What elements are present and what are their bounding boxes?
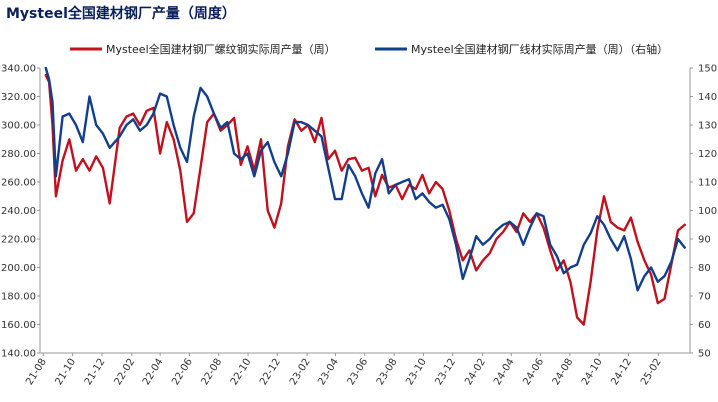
x-tick-label: 22-04: [141, 357, 166, 387]
y-left-tick-label: 340.00: [1, 64, 36, 75]
x-tick-label: 23-02: [288, 357, 313, 387]
x-tick-label: 23-08: [375, 357, 400, 387]
x-tick-label: 23-10: [404, 357, 429, 387]
y-left-tick-label: 300.00: [1, 121, 36, 132]
x-tick-label: 22-10: [229, 357, 254, 387]
y-left-tick-label: 160.00: [1, 320, 36, 331]
x-tick-label: 21-12: [83, 357, 108, 387]
y-left-tick-label: 220.00: [1, 235, 36, 246]
chart-title: Mysteel全国建材钢厂产量（周度）: [6, 6, 236, 22]
y-left-tick-label: 200.00: [1, 263, 36, 274]
y-right-tick-label: 130: [698, 121, 717, 132]
y-left-tick-label: 240.00: [1, 206, 36, 217]
legend: Mysteel全国建材钢厂螺纹钢实际周产量（周） Mysteel全国建材钢厂线材…: [70, 42, 668, 56]
y-right-tick-label: 70: [698, 292, 711, 303]
x-tick-label: 22-02: [113, 357, 138, 387]
y-right-tick-label: 60: [698, 320, 711, 331]
x-tick-label: 23-12: [433, 357, 458, 387]
legend-label-wire: Mysteel全国建材钢厂线材实际周产量（周）（右轴）: [411, 42, 668, 56]
x-tick-label: 24-04: [492, 357, 517, 387]
y-right-tick-label: 90: [698, 235, 711, 246]
y-left-tick-label: 320.00: [1, 92, 36, 103]
series-line-rebar: [44, 73, 686, 326]
y-left-tick-label: 180.00: [1, 292, 36, 303]
y-right-tick-label: 80: [698, 263, 711, 274]
y-left-tick-label: 140.00: [1, 349, 36, 360]
y-right-tick-label: 100: [698, 206, 717, 217]
x-tick-label: 21-08: [24, 357, 49, 387]
x-tick-label: 23-04: [316, 357, 341, 387]
x-tick-label: 24-12: [609, 357, 634, 387]
x-tick-label: 24-02: [463, 357, 488, 387]
x-tick-label: 22-06: [170, 357, 195, 387]
x-tick-label: 22-12: [258, 357, 283, 387]
x-tick-label: 24-06: [521, 357, 546, 387]
x-tick-label: 25-02: [639, 357, 664, 387]
y-right-tick-label: 150: [698, 64, 717, 75]
x-tick-label: 23-06: [346, 357, 371, 387]
legend-label-rebar: Mysteel全国建材钢厂螺纹钢实际周产量（周）: [106, 42, 336, 56]
series-line-wire: [44, 66, 686, 292]
x-tick-label: 21-10: [53, 357, 78, 387]
x-tick-label: 24-10: [580, 357, 605, 387]
axes: 140.00 160.00 180.00 200.00 220.00 240.00 260.…: [1, 64, 717, 388]
y-right-tick-label: 120: [698, 149, 717, 160]
y-left-tick-label: 280.00: [1, 149, 36, 160]
y-right-tick-label: 50: [698, 349, 711, 360]
x-tick-label: 24-08: [551, 357, 576, 387]
plot-area: [44, 66, 686, 326]
y-right-tick-label: 110: [698, 178, 717, 189]
y-left-tick-label: 260.00: [1, 178, 36, 189]
x-tick-label: 22-08: [200, 357, 225, 387]
y-right-tick-label: 140: [698, 92, 717, 103]
